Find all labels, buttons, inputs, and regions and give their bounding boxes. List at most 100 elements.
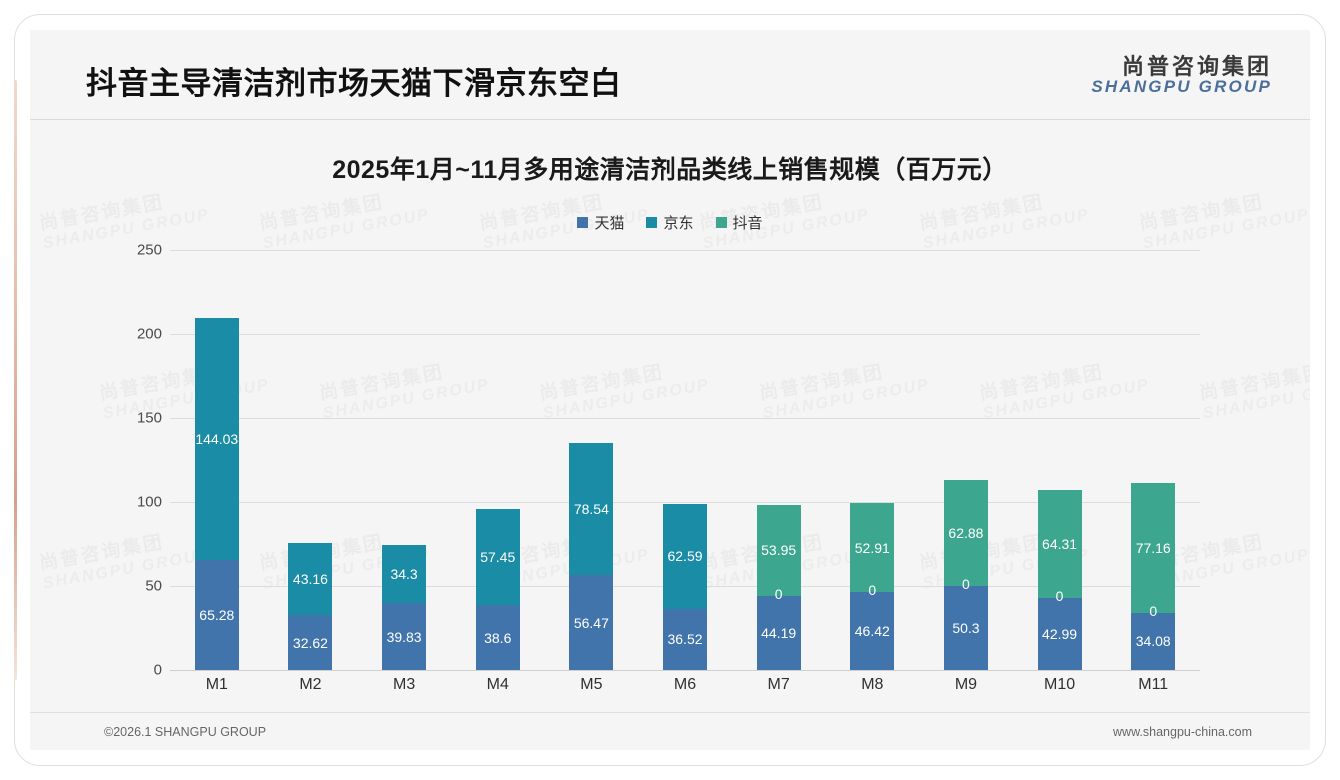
bar-stack: 36.52 62.59 xyxy=(663,503,708,670)
bar-segment-京东[interactable]: 34.3 xyxy=(382,545,427,604)
bar-value-label: 44.19 xyxy=(761,624,797,641)
x-axis-tick-label: M6 xyxy=(673,676,697,693)
bar-segment-天猫[interactable]: 34.08 xyxy=(1131,612,1176,670)
legend-item-抖音[interactable]: 抖音 xyxy=(715,212,763,233)
bar-column-M2[interactable]: 32.62 43.16 xyxy=(264,250,358,670)
bar-segment-京东[interactable]: 144.03 xyxy=(194,318,239,561)
bar-value-label: 52.91 xyxy=(854,539,890,556)
bar-segment-京东[interactable]: 57.45 xyxy=(475,508,520,606)
bar-segment-抖音[interactable]: 52.91 xyxy=(850,503,895,593)
bar-segment-抖音[interactable]: 64.31 xyxy=(1037,489,1082,598)
bar-value-label: 34.3 xyxy=(390,566,418,583)
bar-stack: 65.28 144.03 xyxy=(194,318,239,670)
x-axis-tick-label: M5 xyxy=(580,676,603,693)
footer-website: www.shangpu-china.com xyxy=(1113,725,1252,739)
y-axis-tick-label: 150 xyxy=(136,409,162,427)
bar-segment-天猫[interactable]: 42.99 xyxy=(1037,597,1082,670)
chart-plot-area: 0 50 100 150 200 250 65.28 144.03 32.62 43.16 39.… xyxy=(118,242,1200,679)
bar-column-M9[interactable]: 50.3 0 62.88 xyxy=(919,250,1013,670)
y-axis-tick-label: 100 xyxy=(136,493,162,511)
bar-value-label: 34.08 xyxy=(1135,633,1171,650)
legend-item-天猫[interactable]: 天猫 xyxy=(577,212,624,233)
bar-stack: 38.6 57.45 xyxy=(475,508,520,670)
company-logo: 尚普咨询集团 SHANGPU GROUP xyxy=(1091,55,1272,96)
x-axis-tick-label: M1 xyxy=(205,676,228,693)
bar-value-label: 42.99 xyxy=(1042,625,1078,642)
footer-copyright: ©2026.1 SHANGPU GROUP xyxy=(104,725,267,739)
bar-value-label: 43.16 xyxy=(292,570,328,587)
page-title: 抖音主导清洁剂市场天猫下滑京东空白 xyxy=(86,66,622,101)
gridline xyxy=(170,502,1200,503)
bar-column-M11[interactable]: 34.08 0 77.16 xyxy=(1106,250,1200,670)
bar-column-M4[interactable]: 38.6 57.45 xyxy=(451,250,545,670)
bar-stack: 39.83 34.3 xyxy=(382,545,427,670)
bar-value-label: 77.16 xyxy=(1135,539,1171,556)
bar-value-label: 53.95 xyxy=(761,542,797,559)
bar-segment-京东[interactable]: 78.54 xyxy=(569,443,614,576)
legend-label: 天猫 xyxy=(594,215,625,232)
bar-value-label: 144.03 xyxy=(195,431,239,448)
bar-column-M5[interactable]: 56.47 78.54 xyxy=(545,250,639,670)
bar-stack: 44.19 0 53.95 xyxy=(756,505,801,670)
gridline xyxy=(170,670,1200,671)
bar-stack: 50.3 0 62.88 xyxy=(943,479,988,670)
legend-item-京东[interactable]: 京东 xyxy=(646,212,694,233)
bar-value-label: 39.83 xyxy=(386,628,422,645)
bar-segment-天猫[interactable]: 50.3 xyxy=(943,585,988,670)
legend-swatch-icon xyxy=(646,217,658,228)
bar-column-M10[interactable]: 42.99 0 64.31 xyxy=(1013,250,1107,670)
bar-segment-抖音[interactable]: 77.16 xyxy=(1131,483,1176,613)
x-axis-tick-label: M9 xyxy=(954,676,978,693)
slide-header: 抖音主导清洁剂市场天猫下滑京东空白 尚普咨询集团 SHANGPU GROUP xyxy=(30,30,1310,120)
bar-segment-天猫[interactable]: 32.62 xyxy=(288,615,333,670)
chart-legend: 天猫 京东 抖音 xyxy=(30,212,1310,233)
bar-segment-京东[interactable]: 62.59 xyxy=(663,503,708,609)
bar-column-M1[interactable]: 65.28 144.03 xyxy=(170,250,264,670)
y-axis-tick-label: 250 xyxy=(136,241,162,259)
bar-column-M7[interactable]: 44.19 0 53.95 xyxy=(732,250,826,670)
x-axis-tick-label: M4 xyxy=(486,676,509,693)
bar-value-label: 50.3 xyxy=(952,619,980,636)
y-axis-tick-label: 200 xyxy=(136,325,162,343)
bar-value-label: 0 xyxy=(1149,602,1158,619)
bar-segment-抖音[interactable]: 62.88 xyxy=(943,479,988,586)
chart-bars: 65.28 144.03 32.62 43.16 39.83 34.3 38.6 57.45 5… xyxy=(170,250,1200,670)
logo-english-text: SHANGPU GROUP xyxy=(1091,77,1272,97)
bar-stack: 42.99 0 64.31 xyxy=(1037,489,1082,670)
bar-value-label: 36.52 xyxy=(667,631,703,648)
bar-value-label: 0 xyxy=(868,582,877,599)
y-axis-tick-label: 50 xyxy=(145,577,162,595)
bar-segment-天猫[interactable]: 36.52 xyxy=(663,608,708,670)
x-axis-tick-label: M8 xyxy=(861,676,884,693)
bar-segment-天猫[interactable]: 46.42 xyxy=(850,592,895,670)
legend-label: 抖音 xyxy=(732,215,763,232)
chart-title: 2025年1月~11月多用途清洁剂品类线上销售规模（百万元） xyxy=(332,156,1008,184)
bar-segment-天猫[interactable]: 38.6 xyxy=(475,605,520,670)
logo-chinese-text: 尚普咨询集团 xyxy=(1121,54,1272,79)
bar-segment-天猫[interactable]: 44.19 xyxy=(756,595,801,670)
legend-label: 京东 xyxy=(663,215,694,232)
bar-value-label: 64.31 xyxy=(1042,535,1078,552)
bar-column-M6[interactable]: 36.52 62.59 xyxy=(638,250,732,670)
bar-value-label: 57.45 xyxy=(480,548,516,565)
bar-column-M3[interactable]: 39.83 34.3 xyxy=(357,250,451,670)
bar-value-label: 78.54 xyxy=(573,501,609,518)
x-axis-tick-label: M2 xyxy=(299,676,322,693)
bar-segment-天猫[interactable]: 65.28 xyxy=(194,560,239,670)
bar-segment-天猫[interactable]: 39.83 xyxy=(382,603,427,670)
gridline xyxy=(170,250,1200,251)
bar-value-label: 0 xyxy=(1055,587,1064,604)
x-axis-tick-label: M10 xyxy=(1044,676,1076,693)
bar-segment-抖音[interactable]: 53.95 xyxy=(756,505,801,596)
slide-footer: ©2026.1 SHANGPU GROUP www.shangpu-china.… xyxy=(30,712,1310,750)
bar-segment-天猫[interactable]: 56.47 xyxy=(569,575,614,670)
bar-segment-京东[interactable]: 43.16 xyxy=(288,542,333,616)
bar-column-M8[interactable]: 46.42 0 52.91 xyxy=(825,250,919,670)
bar-stack: 32.62 43.16 xyxy=(288,542,333,670)
gridline xyxy=(170,334,1200,335)
decorative-accent-bar xyxy=(14,80,17,680)
bar-value-label: 65.28 xyxy=(199,607,235,624)
x-axis-tick-label: M7 xyxy=(767,676,790,693)
bar-stack: 34.08 0 77.16 xyxy=(1131,483,1176,670)
